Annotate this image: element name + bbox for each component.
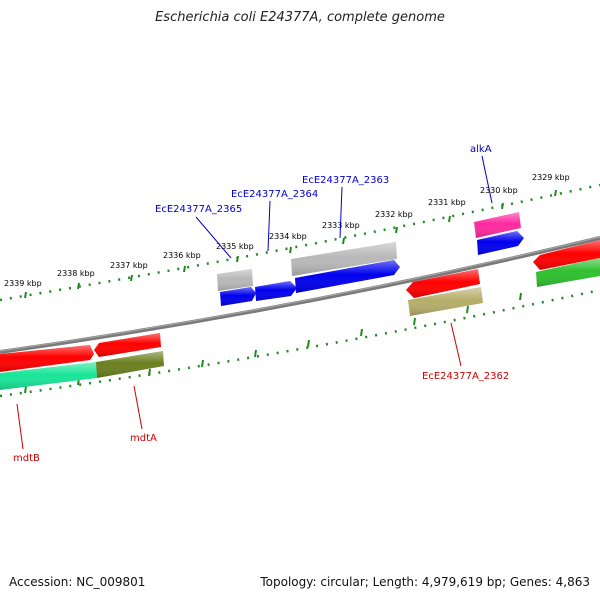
tick-label: 2332 kbp xyxy=(375,210,413,219)
major-tick xyxy=(501,202,504,210)
gene-mdtA[interactable] xyxy=(96,351,164,378)
genome-backbone xyxy=(0,236,600,354)
label-leader-line xyxy=(481,155,493,204)
major-tick xyxy=(24,291,27,299)
label-leader-line xyxy=(195,216,232,259)
label-leader-line xyxy=(450,322,462,367)
gene-right-green[interactable] xyxy=(536,258,600,287)
label-leader-line xyxy=(267,200,271,252)
gene-EcE24377A_2363-gray[interactable] xyxy=(291,242,397,276)
topology-text: Topology: circular; Length: 4,979,619 bp… xyxy=(260,575,590,589)
gene-EcE24377A_2362[interactable] xyxy=(408,287,483,316)
tick-label: 2331 kbp xyxy=(428,198,466,207)
gene-left-red-1[interactable] xyxy=(0,345,94,372)
major-tick xyxy=(342,237,345,245)
label-leader-line xyxy=(339,186,343,239)
gene-label[interactable]: alkA xyxy=(470,144,492,155)
tick-label: 2335 kbp xyxy=(216,242,254,251)
gene-label[interactable]: mdtB xyxy=(13,453,40,464)
major-tick xyxy=(130,274,133,282)
tick-label: 2336 kbp xyxy=(163,251,201,260)
genome-backbone-highlight xyxy=(0,236,600,352)
gene-left-mint[interactable] xyxy=(0,362,97,390)
gene-EcE24377A_2365[interactable] xyxy=(220,287,256,306)
accession-text: Accession: NC_009801 xyxy=(9,575,146,589)
major-tick xyxy=(360,328,363,337)
major-tick xyxy=(289,246,292,254)
gene-EcE24377A_2365-gray[interactable] xyxy=(217,269,253,291)
major-tick-group xyxy=(24,189,557,394)
gene-label[interactable]: EcE24377A_2363 xyxy=(302,175,389,186)
gene-EcE24377A_2362-red[interactable] xyxy=(406,269,480,298)
major-tick xyxy=(236,255,239,263)
gene-label-group: EcE24377A_2365 EcE24377A_2364 EcE24377A_23… xyxy=(13,144,509,464)
gene-EcE24377A_2364[interactable] xyxy=(255,281,297,301)
gene-label[interactable]: EcE24377A_2364 xyxy=(231,189,318,200)
major-tick xyxy=(307,339,310,348)
major-tick xyxy=(413,317,416,326)
tick-label: 2329 kbp xyxy=(532,173,570,182)
major-tick xyxy=(148,368,151,377)
label-leader-line xyxy=(16,403,24,450)
major-tick xyxy=(519,292,522,301)
major-tick xyxy=(254,349,257,358)
tick-label: 2338 kbp xyxy=(57,269,95,278)
major-tick xyxy=(77,282,80,290)
tick-label: 2330 kbp xyxy=(480,186,518,195)
major-tick xyxy=(395,226,398,234)
major-tick xyxy=(201,359,204,368)
major-tick xyxy=(466,305,469,314)
gene-alkA-magenta[interactable] xyxy=(474,212,521,238)
reverse-tick-track xyxy=(0,288,600,398)
tick-label: 2334 kbp xyxy=(269,232,307,241)
gene-alkA[interactable] xyxy=(477,231,524,255)
label-leader-line xyxy=(133,385,143,430)
gene-mdtA-red[interactable] xyxy=(94,333,161,357)
gene-right-red[interactable] xyxy=(533,240,600,270)
tick-label: 2339 kbp xyxy=(4,279,42,288)
major-tick xyxy=(448,215,451,223)
map-title: Escherichia coli E24377A, complete genom… xyxy=(155,10,445,25)
gene-label[interactable]: mdtA xyxy=(130,433,157,444)
gene-label[interactable]: EcE24377A_2365 xyxy=(155,204,242,215)
major-tick xyxy=(554,189,557,197)
tick-label: 2337 kbp xyxy=(110,261,148,270)
major-tick xyxy=(183,265,186,273)
major-tick xyxy=(24,385,27,394)
gene-EcE24377A_2363[interactable] xyxy=(295,260,400,293)
gene-label[interactable]: EcE24377A_2362 xyxy=(422,371,509,382)
